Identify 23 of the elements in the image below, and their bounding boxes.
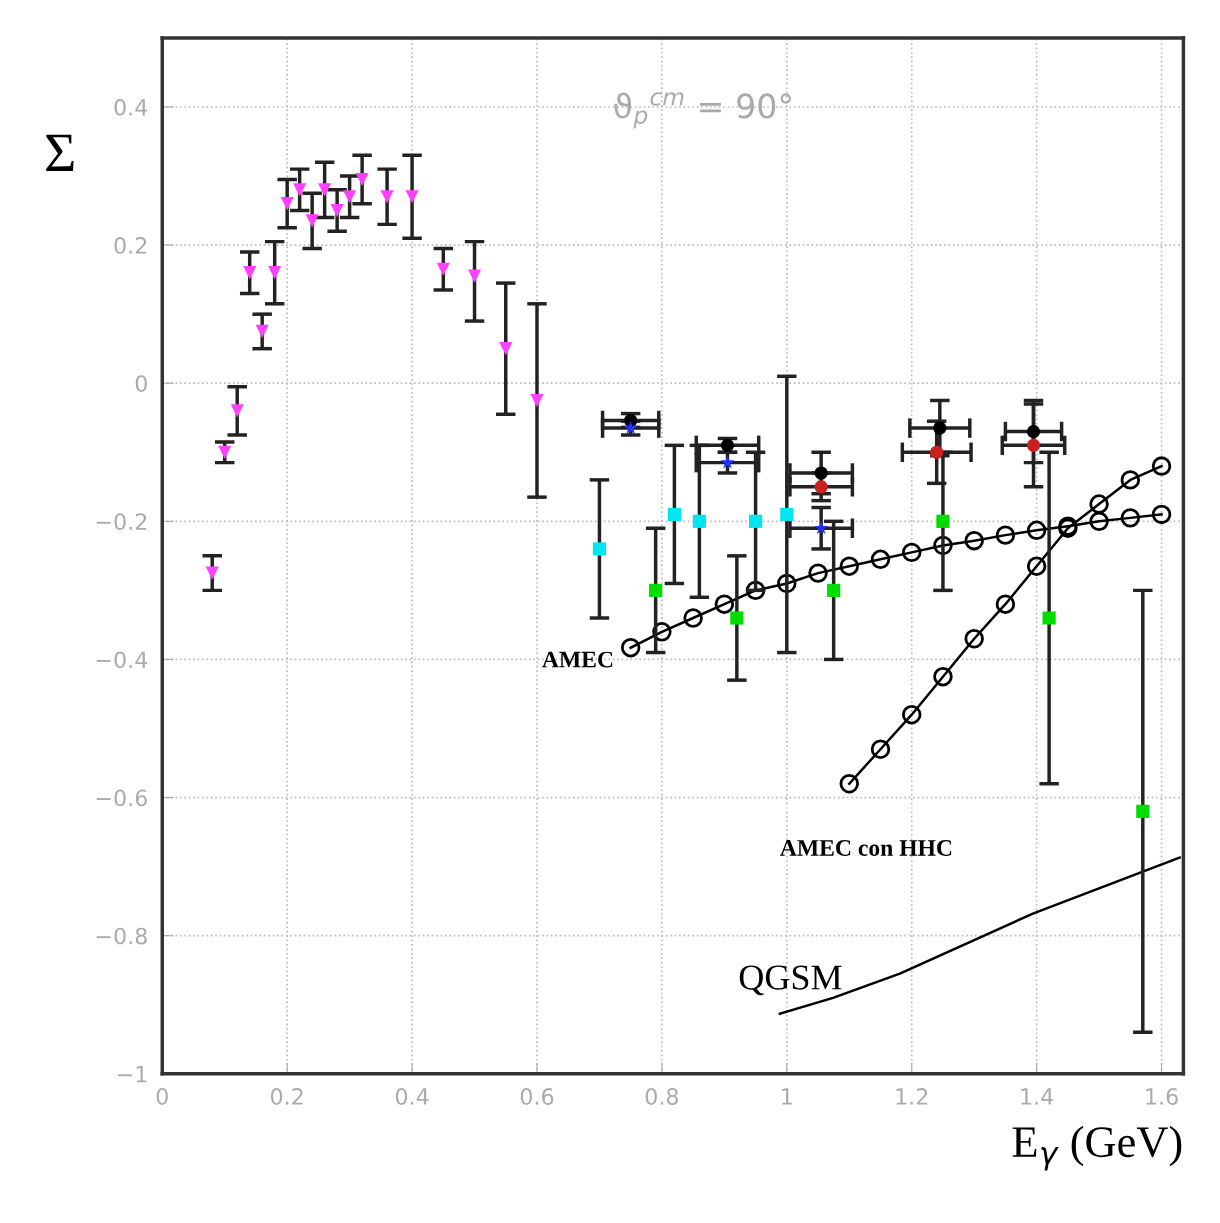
text: AMEC con HHC xyxy=(780,840,952,856)
x-tick-label: 1 xyxy=(782,1088,792,1105)
y-tick-label: 0 xyxy=(135,375,147,392)
y-axis-title: Σ xyxy=(46,134,74,172)
x-tick-label: 0.6 xyxy=(520,1088,554,1105)
y-tick-label: 0.2 xyxy=(114,237,147,254)
annotation: ϑ$_{p}$$^{cm}$ = 90° xyxy=(614,92,791,129)
y-tick-label: −1 xyxy=(117,1066,147,1083)
x-tick-label: 0.8 xyxy=(645,1088,679,1105)
x-axis-title: E$_{γ}$ (GeV) xyxy=(1012,1125,1182,1171)
x-tick-label: 1.6 xyxy=(1146,1088,1178,1105)
y-tick-label: −0.4 xyxy=(96,651,148,669)
x-tick-label: 0.2 xyxy=(270,1088,303,1105)
x-tick-label: 0 xyxy=(156,1088,168,1105)
series-label: AMEC xyxy=(542,651,613,668)
x-tick-label: 1.4 xyxy=(1021,1088,1054,1105)
y-tick-label: −0.8 xyxy=(96,927,147,945)
y-tick-label: 0.4 xyxy=(114,98,148,116)
y-tick-label: −0.6 xyxy=(96,789,147,807)
x-tick-label: 1.2 xyxy=(896,1088,928,1105)
x-tick-label: 0.4 xyxy=(395,1088,429,1105)
y-tick-label: −0.2 xyxy=(96,513,147,531)
series-label: QGSM xyxy=(739,965,842,996)
